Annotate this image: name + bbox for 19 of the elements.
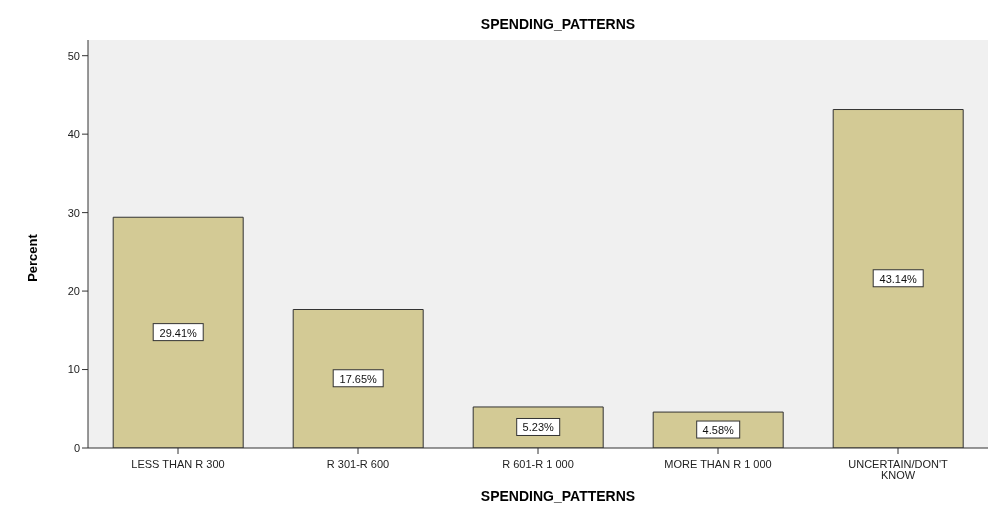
y-tick-label: 30 [67, 206, 80, 219]
y-tick-label: 40 [67, 128, 80, 141]
chart-title: SPENDING_PATTERNS [479, 16, 637, 32]
x-tick-label: MORE THAN R 1 000 [664, 458, 772, 470]
y-tick-label: 0 [73, 441, 80, 454]
data-label: 4.58% [702, 424, 735, 437]
data-label: 29.41% [159, 326, 198, 339]
data-label: 17.65% [339, 372, 378, 385]
y-axis-title: Percent [24, 234, 40, 282]
data-label: 43.14% [879, 272, 918, 285]
x-tick-label: UNCERTAIN/DON'T KNOW [848, 458, 949, 481]
data-label: 5.23% [522, 421, 555, 434]
x-tick-label: R 301-R 600 [326, 458, 390, 470]
y-tick-label: 10 [67, 363, 80, 376]
x-axis-title: SPENDING_PATTERNS [479, 488, 637, 504]
y-tick-label: 50 [67, 49, 80, 62]
y-tick-label: 20 [67, 284, 80, 297]
x-tick-label: LESS THAN R 300 [131, 458, 225, 470]
x-tick-label: R 601-R 1 000 [502, 458, 574, 470]
